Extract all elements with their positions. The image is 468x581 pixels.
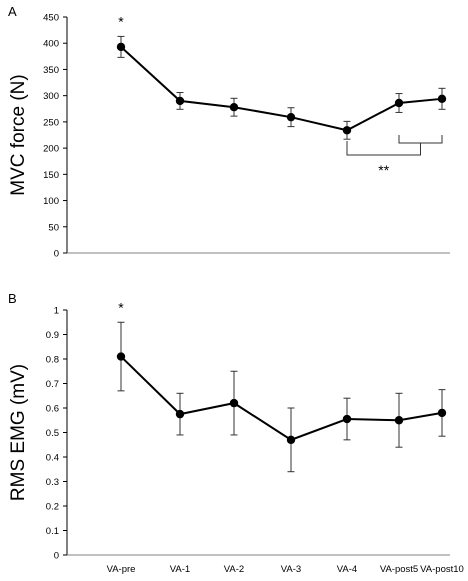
- group-bracket: [398, 135, 443, 144]
- x-tick-label: VA-2: [224, 564, 244, 575]
- panel-letter: B: [8, 291, 17, 306]
- y-tick-label: 0.4: [46, 453, 59, 464]
- x-tick-label: VA-4: [337, 564, 357, 575]
- data-point: [116, 352, 126, 361]
- y-tick-label: 0: [54, 551, 59, 562]
- data-point: [286, 112, 296, 122]
- y-tick-label: 0.9: [46, 330, 59, 341]
- series-line: [120, 355, 443, 441]
- y-axis-title: MVC force (N): [8, 74, 29, 195]
- data-point: [437, 94, 447, 104]
- x-tick-label: VA-3: [281, 564, 301, 575]
- y-tick-label: 50: [48, 222, 59, 233]
- data-point: [342, 414, 352, 424]
- y-tick-label: 0.7: [46, 379, 59, 390]
- y-tick-label: 0.2: [46, 502, 59, 513]
- data-point: [175, 409, 185, 419]
- y-tick-label: 0.8: [46, 355, 59, 366]
- data-point: [394, 416, 404, 425]
- panel-b: [63, 309, 450, 556]
- panel-a: [63, 16, 450, 254]
- y-tick-label: 0.1: [46, 526, 59, 537]
- y-tick-label: 0.3: [46, 477, 59, 488]
- x-tick-label: VA-post5: [380, 564, 418, 575]
- data-point: [342, 126, 352, 135]
- data-point: [229, 398, 239, 408]
- data-point: [116, 42, 126, 52]
- x-tick-label: VA-pre: [107, 564, 136, 575]
- significance-stars: **: [378, 162, 389, 178]
- y-tick-label: 0: [54, 249, 59, 260]
- data-point: [437, 408, 447, 418]
- y-tick-label: 1: [54, 306, 59, 317]
- significance-star: *: [118, 13, 124, 29]
- y-tick-label: 0.6: [46, 404, 59, 415]
- data-point: [175, 96, 185, 106]
- y-tick-label: 350: [43, 65, 59, 76]
- data-point: [286, 435, 296, 445]
- series-line: [120, 46, 443, 132]
- x-tick-label: VA-post10: [420, 564, 464, 575]
- y-tick-label: 300: [43, 91, 59, 102]
- data-point: [229, 103, 239, 112]
- y-tick-label: 100: [43, 196, 59, 207]
- panel-letter: A: [8, 4, 17, 19]
- y-tick-label: 150: [43, 170, 59, 181]
- data-point: [394, 98, 404, 108]
- x-tick-label: VA-1: [170, 564, 190, 575]
- y-tick-label: 0.5: [46, 428, 59, 439]
- y-axis-title: RMS EMG (mV): [8, 364, 29, 501]
- y-tick-label: 450: [43, 13, 59, 24]
- y-tick-label: 250: [43, 117, 59, 128]
- significance-star: *: [118, 299, 124, 315]
- comparison-bracket: [346, 141, 421, 156]
- y-tick-label: 200: [43, 144, 59, 155]
- y-tick-label: 400: [43, 39, 59, 50]
